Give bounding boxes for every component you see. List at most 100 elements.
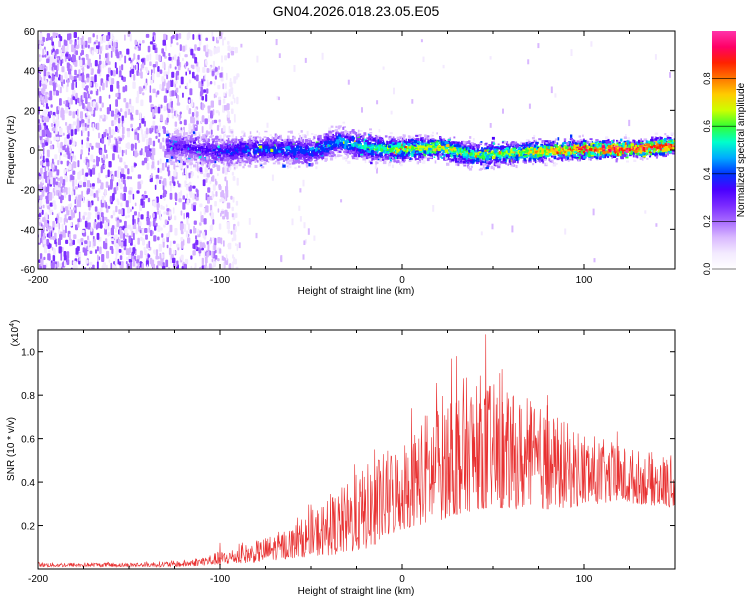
spectrogram-cell bbox=[209, 180, 212, 185]
spectrogram-cell bbox=[205, 205, 209, 213]
spectrogram-cell bbox=[146, 162, 150, 170]
spectrogram-cell bbox=[93, 221, 97, 229]
spectrogram-cell bbox=[74, 69, 77, 76]
spectrogram-cell bbox=[211, 31, 214, 38]
spectrogram-cell bbox=[75, 98, 77, 105]
spectrogram-cell bbox=[153, 66, 155, 75]
spectrogram-cell bbox=[501, 141, 504, 144]
spectrogram-cell bbox=[121, 250, 124, 255]
spectrogram-cell bbox=[158, 125, 162, 131]
spectrogram-cell bbox=[176, 243, 180, 248]
spectrogram-cell bbox=[315, 157, 319, 160]
spectrogram-cell bbox=[349, 136, 352, 140]
spectrogram-cell bbox=[175, 33, 179, 41]
spectrogram-cell bbox=[99, 88, 101, 92]
spectrogram-cell bbox=[98, 172, 101, 179]
spectrogram-cell bbox=[146, 138, 149, 146]
spectrogram-cell bbox=[195, 113, 198, 118]
spectrogram-cell bbox=[263, 162, 266, 165]
spectrogram-cell bbox=[42, 217, 46, 222]
spectrogram-cell bbox=[44, 54, 47, 58]
spectrogram-cell bbox=[534, 140, 537, 143]
spectrogram-cell bbox=[140, 236, 143, 242]
spectrogram-cell bbox=[86, 64, 90, 69]
spectrogram-cell bbox=[219, 155, 222, 158]
spectrogram-cell bbox=[667, 139, 670, 143]
spectrogram-cell bbox=[299, 216, 302, 222]
spectrogram-cell bbox=[124, 164, 128, 169]
spectrogram-cell bbox=[95, 190, 99, 198]
spectrogram-cell bbox=[134, 218, 136, 224]
spectrogram-cell bbox=[206, 88, 209, 94]
spectrogram-cell bbox=[227, 52, 230, 59]
spectrogram-cell bbox=[394, 156, 397, 160]
spectrogram-cell bbox=[60, 59, 62, 67]
spectrogram-cell bbox=[151, 173, 153, 179]
spectrogram-cell bbox=[58, 190, 61, 197]
spectrogram-cell bbox=[136, 90, 140, 98]
spectrogram-cell bbox=[133, 232, 135, 241]
spectrogram-cell bbox=[186, 193, 188, 199]
spectrogram-cell bbox=[42, 147, 45, 155]
spectrogram-cell bbox=[232, 196, 235, 203]
spectrogram-cell bbox=[160, 104, 163, 109]
spectrogram-cell bbox=[128, 104, 132, 108]
spectrogram-cell bbox=[420, 39, 423, 43]
spectrogram-cell bbox=[182, 92, 184, 98]
spectrogram-cell bbox=[274, 156, 276, 159]
spectrogram-cell bbox=[75, 196, 78, 200]
spectrogram-cell bbox=[416, 147, 419, 150]
spectrogram-cell bbox=[193, 132, 197, 136]
spectrogram-cell bbox=[119, 157, 123, 163]
spectrogram-cell bbox=[167, 170, 171, 177]
spectrogram-cell bbox=[378, 129, 381, 133]
spectrogram-cell bbox=[130, 228, 133, 232]
spectrogram-cell bbox=[39, 32, 43, 41]
spectrogram-cell bbox=[162, 238, 165, 244]
spectrogram-cell bbox=[64, 107, 69, 114]
spectrogram-cell bbox=[174, 192, 177, 200]
spectrogram-cell bbox=[90, 226, 93, 232]
spectrogram-cell bbox=[38, 106, 40, 110]
spectrogram-cell bbox=[138, 72, 142, 76]
spectrogram-cell bbox=[104, 129, 108, 133]
spectrogram-cell bbox=[116, 67, 118, 75]
spectrogram-cell bbox=[228, 141, 231, 143]
spectrogram-cell bbox=[82, 196, 85, 204]
spectrogram-cell bbox=[168, 56, 172, 61]
spectrogram-cell bbox=[166, 73, 169, 80]
spectrogram-cell bbox=[162, 82, 165, 89]
spectrogram-cell bbox=[205, 94, 208, 102]
spectrogram-cell bbox=[193, 220, 197, 225]
spectrogram-cell bbox=[70, 174, 73, 181]
spectrogram-cell bbox=[71, 44, 74, 53]
spectrogram-cell bbox=[178, 52, 181, 58]
spectrogram-cell bbox=[211, 143, 214, 147]
spectrogram-cell bbox=[87, 93, 90, 99]
spectrogram-cell bbox=[125, 200, 129, 208]
spectrogram-cell bbox=[628, 141, 632, 145]
spectrogram-cell bbox=[184, 258, 189, 265]
spectrogram-cell bbox=[570, 148, 575, 152]
spectrogram-cell bbox=[365, 150, 368, 153]
spectrogram-cell bbox=[51, 158, 54, 165]
spectrogram-cell bbox=[179, 121, 183, 125]
spectrogram-cell bbox=[198, 34, 201, 40]
spectrogram-cell bbox=[186, 82, 189, 89]
spectrogram-cell bbox=[554, 93, 557, 98]
spectrogram-cell bbox=[166, 85, 170, 91]
spectrogram-cell bbox=[66, 251, 70, 259]
spectrogram-cell bbox=[55, 32, 59, 36]
spectrogram-cell bbox=[231, 171, 235, 176]
spectrogram-cell bbox=[223, 133, 227, 137]
spectrogram-cell bbox=[211, 120, 215, 125]
spectrogram-cell bbox=[149, 85, 152, 93]
spectrogram-cell bbox=[347, 144, 349, 147]
spectrogram-cell bbox=[75, 110, 78, 115]
spectrogram-cell bbox=[182, 202, 186, 210]
spectrogram-cell bbox=[126, 48, 130, 55]
spectrogram-cell bbox=[63, 218, 66, 225]
spectrogram-cell bbox=[505, 162, 507, 165]
spectrogram-cell bbox=[41, 178, 44, 184]
spectrogram-cell bbox=[507, 146, 511, 149]
